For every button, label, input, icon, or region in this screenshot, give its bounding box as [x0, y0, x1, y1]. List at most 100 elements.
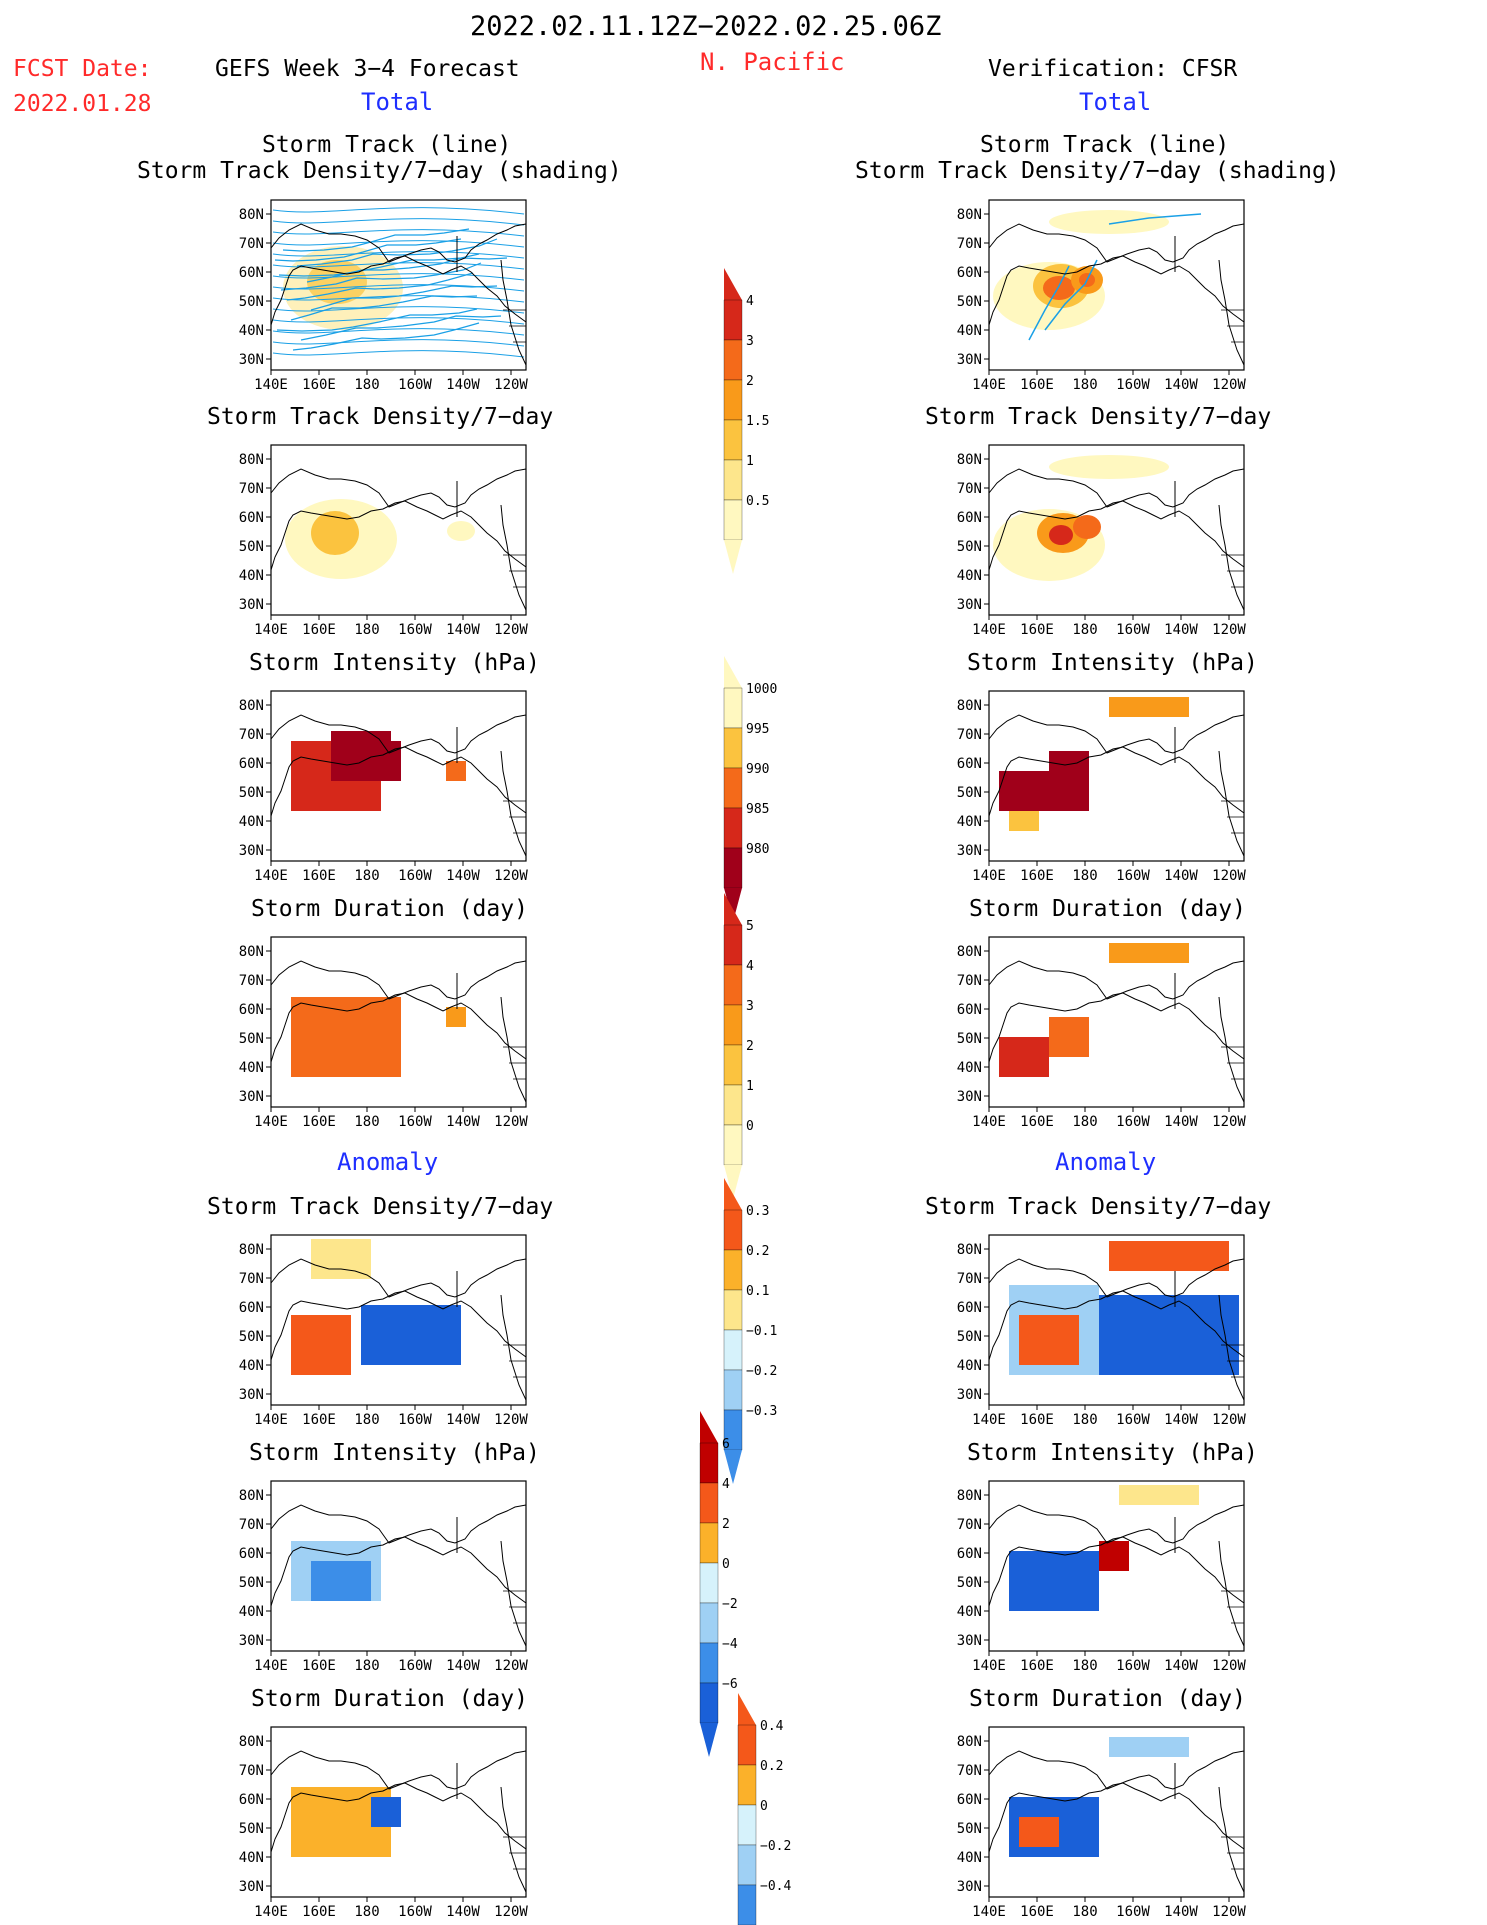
lat-tick-label: 70N: [239, 1517, 264, 1533]
lat-tick-label: 60N: [957, 1300, 982, 1316]
lon-tick-label: 140E: [254, 377, 288, 393]
lat-tick-label: 50N: [957, 539, 982, 555]
storm-track-line: [272, 350, 525, 358]
coastline-north: [988, 468, 1245, 508]
lon-tick-label: 140W: [1164, 1114, 1198, 1130]
colorbar-end-top: [724, 1178, 742, 1210]
lat-tick-label: 50N: [239, 1031, 264, 1047]
lat-tick-label: 40N: [239, 1604, 264, 1620]
colorbar-cell: [699, 1522, 719, 1564]
lon-tick-label: 180: [354, 868, 379, 884]
density-contour: [447, 521, 475, 541]
lon-tick-label: 140W: [446, 1658, 480, 1674]
storm-track-line: [272, 273, 525, 281]
lat-tick-label: 30N: [957, 843, 982, 859]
storm-track-line: [286, 272, 474, 301]
lon-tick-label: 180: [354, 1658, 379, 1674]
lon-tick-label: 160W: [1116, 1412, 1150, 1428]
colorbar-cell: [723, 499, 743, 541]
lat-tick-label: 80N: [957, 1242, 982, 1258]
lon-tick-label: 180: [354, 622, 379, 638]
coastline-asia-alaska: [270, 500, 527, 571]
coastline-west-america: [1218, 1540, 1245, 1647]
map-border: [270, 444, 527, 616]
colorbar-label: −4: [722, 1637, 738, 1652]
storm-track-line: [292, 322, 480, 351]
colorbar-end-bottom: [724, 1165, 742, 1199]
state-borders: [1221, 800, 1244, 834]
anomaly-cell: [1099, 1541, 1129, 1571]
colorbar-label: 4: [746, 959, 754, 974]
colorbar-cell: [737, 1764, 757, 1806]
colorbar-intensity-anomaly: 6 4 2 0 −2 −4 −6: [699, 1411, 738, 1757]
density-contour: [311, 511, 359, 555]
storm-track-line: [272, 295, 525, 303]
lat-tick-label: 70N: [239, 1271, 264, 1287]
colorbar-cell: [723, 964, 743, 1006]
lon-tick-label: 120W: [1212, 1412, 1246, 1428]
lat-tick-label: 50N: [957, 1575, 982, 1591]
lon-tick-label: 180: [354, 1412, 379, 1428]
coastline-north: [988, 223, 1245, 263]
coastline-west-america: [500, 259, 527, 366]
lon-tick-label: 160E: [1020, 1904, 1054, 1920]
colorbar-cell: [723, 767, 743, 809]
lon-tick-label: 140W: [446, 1412, 480, 1428]
lon-tick-label: 180: [1072, 377, 1097, 393]
coastline-west-america: [1218, 1786, 1245, 1893]
lon-tick-label: 160E: [302, 377, 336, 393]
lon-tick-label: 160W: [398, 1904, 432, 1920]
coastline-asia-alaska: [270, 746, 527, 817]
lat-tick-label: 50N: [957, 785, 982, 801]
storm-track-line: [272, 328, 525, 336]
coastline-asia-alaska: [988, 1536, 1245, 1607]
lat-tick-label: 60N: [239, 1300, 264, 1316]
storm-track-line: [272, 229, 525, 237]
map-border: [988, 199, 1245, 371]
map-border: [270, 936, 527, 1108]
colorbar-label: −0.2: [760, 1839, 791, 1854]
coastline-west-america: [1218, 750, 1245, 857]
lon-tick-label: 120W: [1212, 377, 1246, 393]
lon-tick-label: 120W: [494, 377, 528, 393]
lat-tick-label: 50N: [957, 1821, 982, 1837]
lat-tick-label: 40N: [957, 1850, 982, 1866]
lat-tick-label: 40N: [957, 1060, 982, 1076]
intensity-cell: [1109, 697, 1189, 717]
lon-tick-label: 160W: [398, 1658, 432, 1674]
colorbar-label: 980: [746, 842, 769, 857]
lon-tick-label: 120W: [1212, 1114, 1246, 1130]
colorbar-cell: [699, 1562, 719, 1604]
density-contour: [1049, 525, 1073, 545]
colorbar-label: 0.1: [746, 1284, 769, 1299]
lat-tick-label: 30N: [239, 1633, 264, 1649]
lat-tick-label: 50N: [239, 1821, 264, 1837]
map-panel-13: 80N 70N 60N 50N 40N 30N 140E 160E 180 160W 140W 120…: [957, 1726, 1246, 1920]
left-track-shading-title: Storm Track Density/7−day (shading): [137, 158, 622, 184]
colorbar-end-bottom: [724, 888, 742, 922]
lon-tick-label: 180: [1072, 1412, 1097, 1428]
lat-tick-label: 30N: [239, 597, 264, 613]
map-border: [988, 1726, 1245, 1898]
colorbar-label: −2: [722, 1597, 738, 1612]
lon-tick-label: 160E: [1020, 1114, 1054, 1130]
colorbar-cell: [723, 807, 743, 849]
state-borders: [503, 554, 526, 588]
lat-tick-label: 40N: [957, 323, 982, 339]
colorbar-end-top: [724, 268, 742, 300]
anomaly-cell: [1099, 1295, 1239, 1375]
lat-tick-label: 50N: [239, 785, 264, 801]
storm-track-line: [1108, 213, 1202, 225]
lon-tick-label: 120W: [1212, 622, 1246, 638]
lat-tick-label: 30N: [957, 1633, 982, 1649]
lat-tick-label: 40N: [239, 1060, 264, 1076]
duration-cell: [446, 1007, 466, 1027]
left-anomaly-label: Anomaly: [337, 1148, 439, 1176]
lon-tick-label: 160W: [398, 377, 432, 393]
colorbar-label: 0.5: [746, 494, 769, 509]
anomaly-cell: [1109, 1241, 1229, 1271]
lon-tick-label: 120W: [1212, 1658, 1246, 1674]
map-border: [270, 1234, 527, 1406]
lon-tick-label: 180: [1072, 1114, 1097, 1130]
left-density-anom-title: Storm Track Density/7−day: [207, 1194, 554, 1220]
